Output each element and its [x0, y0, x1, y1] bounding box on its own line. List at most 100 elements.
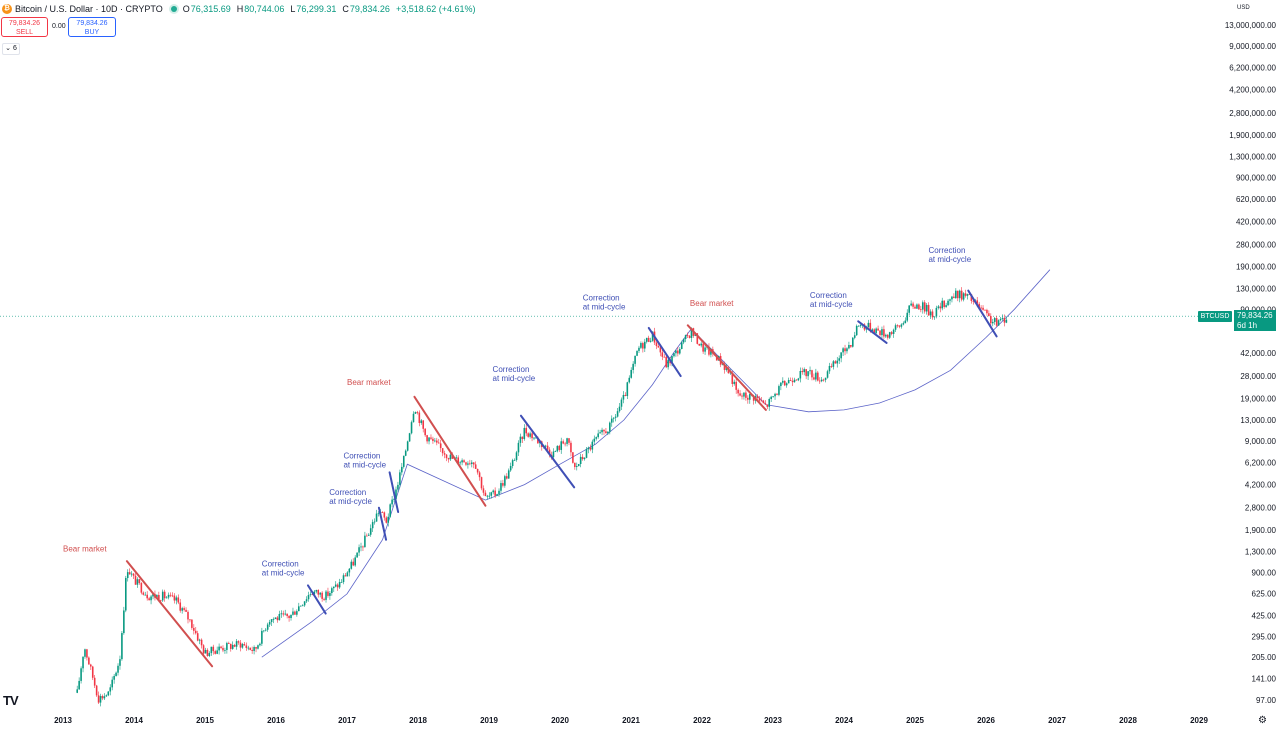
candle-body: [760, 400, 763, 402]
candle-body: [82, 656, 84, 669]
candle-body: [459, 462, 461, 464]
tradingview-logo[interactable]: TV: [3, 693, 19, 708]
candle-body: [659, 347, 662, 353]
candle-body: [367, 534, 370, 536]
candle-body: [700, 343, 702, 346]
price-tick-label: 4,200,000.00: [1229, 86, 1276, 95]
candle-body: [801, 370, 804, 373]
buy-button[interactable]: 79,834.26 BUY: [68, 17, 116, 37]
candle-body: [177, 597, 180, 603]
candle-body: [850, 345, 852, 347]
candle-body: [486, 495, 489, 497]
time-tick-label: 2020: [551, 716, 569, 725]
candle-body: [572, 452, 574, 463]
high-value: 80,744.06: [244, 4, 285, 14]
candle-body: [807, 371, 809, 377]
candle-body: [579, 456, 582, 465]
sell-button[interactable]: 79,834.26 SELL: [1, 17, 48, 37]
candle-body: [583, 457, 586, 460]
candle-body: [793, 379, 796, 383]
annotation-line: at mid-cycle: [343, 461, 386, 470]
candle-body: [846, 348, 848, 352]
candle-body: [130, 573, 133, 575]
price-tick-label: 190,000.00: [1236, 263, 1277, 272]
candle-body: [853, 335, 856, 338]
annotation-line: at mid-cycle: [583, 303, 626, 312]
price-tick-label: 205.00: [1252, 653, 1277, 662]
candle-body: [346, 572, 349, 577]
candle-body: [115, 672, 117, 676]
candle-body: [352, 561, 355, 566]
price-tick-label: 13,000.00: [1240, 416, 1276, 425]
change-value: +3,518.62 (+4.61%): [395, 4, 476, 14]
indicators-toggle[interactable]: ⌄ 6: [2, 43, 20, 55]
settings-icon[interactable]: ⚙: [1258, 715, 1267, 726]
candle-body: [764, 403, 767, 405]
correction-line: [388, 471, 400, 513]
candle-body: [990, 316, 992, 324]
candle-body: [233, 644, 236, 647]
candle-body: [931, 311, 934, 318]
candle-body: [655, 342, 658, 347]
price-tick-label: 1,300.00: [1245, 548, 1277, 557]
candle-body: [198, 639, 201, 641]
candle-body: [879, 330, 881, 336]
candle-body: [430, 437, 432, 439]
candle-body: [956, 290, 959, 299]
candle-body: [266, 624, 269, 630]
candle-body: [338, 582, 341, 588]
annotation-line: at mid-cycle: [329, 497, 372, 506]
candle-body: [574, 462, 576, 467]
correction-label: Correction at mid-cycle: [493, 365, 536, 383]
candle-body: [925, 304, 928, 312]
candle-body: [745, 392, 747, 398]
time-tick-label: 2029: [1190, 716, 1208, 725]
candle-body: [134, 575, 137, 585]
sell-label: SELL: [15, 29, 34, 36]
candle-body: [490, 492, 493, 496]
time-tick-label: 2021: [622, 716, 640, 725]
candle-body: [251, 649, 253, 651]
candle-body: [780, 382, 782, 387]
candle-body: [1003, 317, 1006, 323]
candle-body: [80, 668, 82, 681]
candle-body: [144, 594, 147, 596]
candle-body: [476, 468, 479, 473]
candle-body: [243, 644, 246, 646]
price-tick-label: 9,000.00: [1245, 437, 1277, 446]
price-axis[interactable]: 13,000,000.00 9,000,000.00 6,200,000.00 4,2…: [1225, 21, 1277, 705]
candle-body: [787, 380, 790, 384]
correction-line: [967, 289, 998, 338]
chart-header: ₿ Bitcoin / U.S. Dollar · 10D · CRYPTO O…: [0, 0, 1180, 56]
candle-body: [986, 309, 988, 314]
candle-body: [517, 442, 520, 453]
candle-body: [914, 306, 916, 309]
sell-price: 79,834.26: [8, 20, 41, 27]
candle-body: [196, 633, 199, 641]
time-axis[interactable]: 2013 2014 2015 2016 2017 2018 2019 2020 2021 2022…: [54, 716, 1208, 725]
candle-body: [200, 639, 203, 646]
time-tick-label: 2028: [1119, 716, 1137, 725]
price-tick-label: 90,000.00: [1240, 305, 1276, 314]
candle-body: [766, 404, 769, 407]
candle-body: [401, 466, 403, 473]
price-tick-label: 42,000.00: [1240, 349, 1276, 358]
candle-body: [993, 318, 996, 322]
price-tick-label: 900,000.00: [1236, 174, 1277, 183]
candle-body: [937, 306, 940, 308]
low-label: L: [290, 4, 296, 14]
candle-body: [1001, 317, 1004, 319]
candle-body: [270, 619, 273, 623]
candle-body: [336, 584, 339, 588]
candle-body: [173, 595, 176, 601]
symbol-title[interactable]: Bitcoin / U.S. Dollar · 10D · CRYPTO: [15, 4, 163, 14]
candle-body: [902, 323, 905, 325]
parabolic-curve-layer: [261, 269, 1051, 658]
candle-body: [191, 619, 193, 628]
candle-body: [280, 613, 283, 615]
price-tick-label: 28,000.00: [1240, 372, 1276, 381]
candle-body: [589, 447, 592, 450]
price-tick-label: 425.00: [1252, 612, 1277, 621]
price-tick-label: 625.00: [1252, 589, 1277, 598]
